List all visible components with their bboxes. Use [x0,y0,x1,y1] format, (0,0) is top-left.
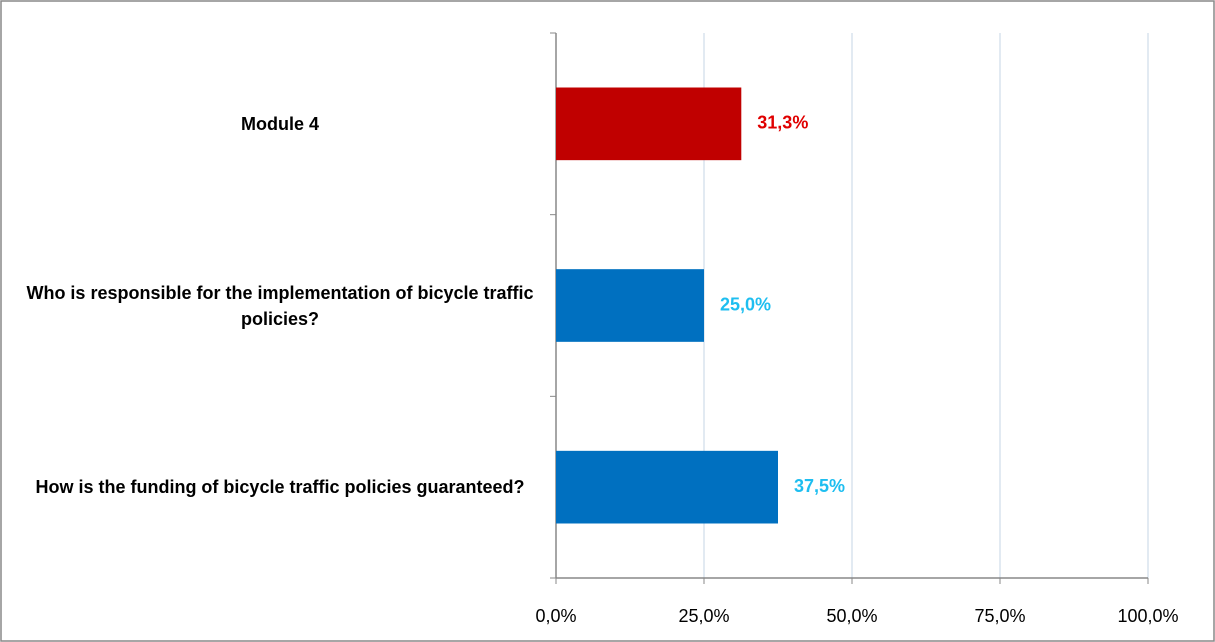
x-tick-label: 50,0% [826,606,877,626]
bar [556,450,778,524]
x-tick-label: 100,0% [1117,606,1178,626]
bar [556,269,704,342]
x-tick-label: 25,0% [678,606,729,626]
y-tick-label: Module 4 [240,113,319,134]
bar [556,87,742,161]
data-label: 25,0% [720,294,771,314]
x-tick-label: 0,0% [535,606,576,626]
data-label: 37,5% [794,476,845,496]
data-label: 31,3% [757,113,808,133]
y-tick-label: How is the funding of bicycle traffic po… [35,477,525,498]
x-tick-label: 75,0% [974,606,1025,626]
y-tick-label: Who is responsible for the implementatio… [26,282,534,329]
